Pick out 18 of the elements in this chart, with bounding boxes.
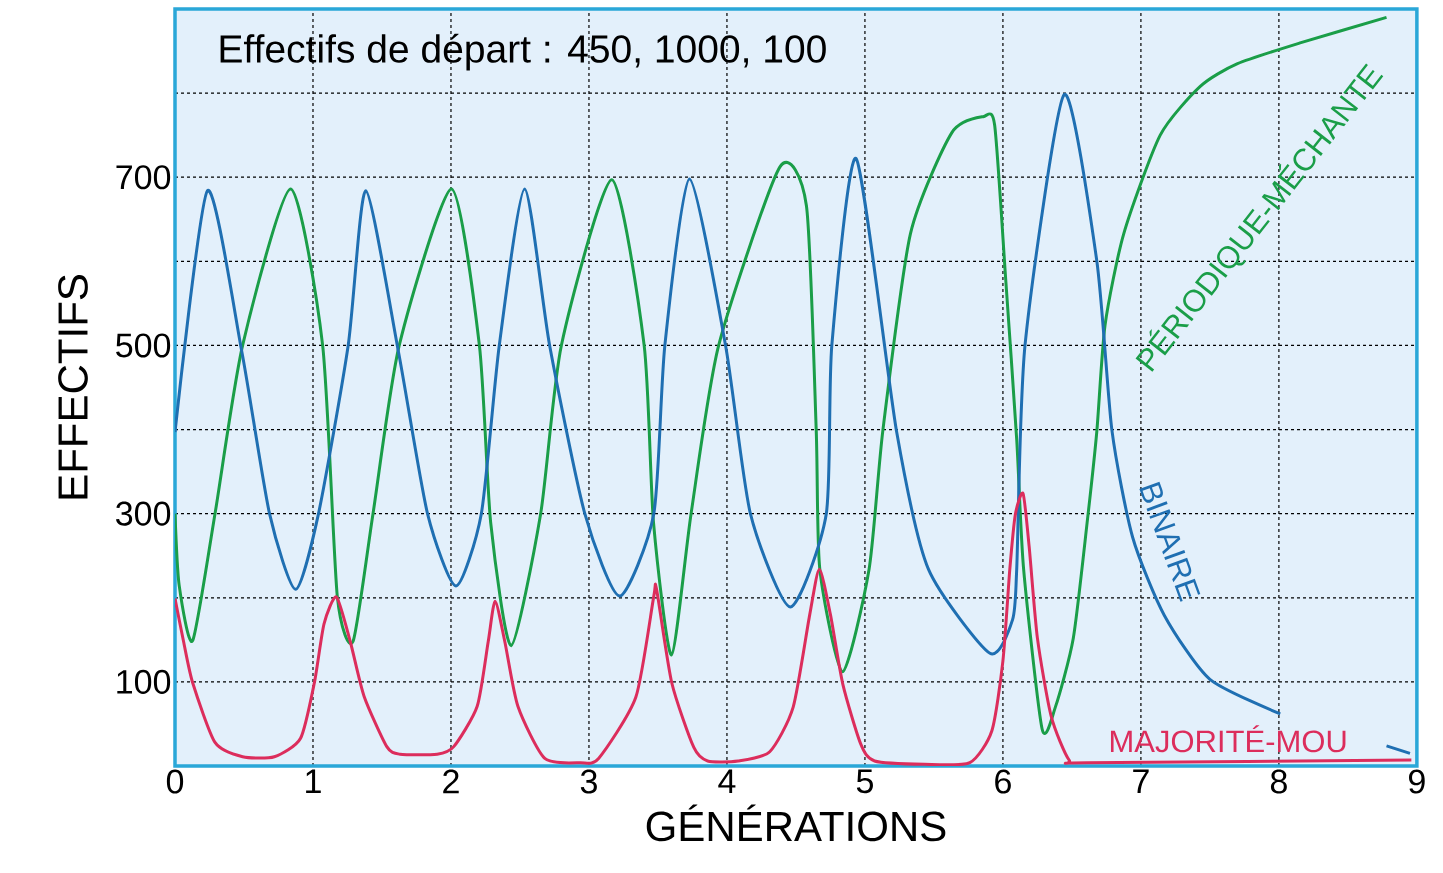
x-tick-label: 9 [1409, 769, 1425, 794]
x-tick-label: 2 [443, 769, 459, 794]
x-tick-label: 6 [995, 769, 1011, 794]
y-tick-label: 700 [116, 165, 171, 190]
y-tick-label: 100 [117, 669, 171, 694]
x-tick-label: 3 [580, 769, 597, 794]
y-tick-label: 300 [116, 501, 171, 526]
x-tick-label: 4 [718, 769, 736, 793]
x-axis-title: GÉNÉRATIONS [646, 804, 946, 842]
series-label: MAJORITÉ-MOU [1110, 725, 1346, 753]
x-tick-label: 8 [1270, 769, 1287, 794]
x-tick-label: 7 [1133, 769, 1149, 793]
x-tick-label: 1 [306, 769, 321, 793]
annotation: Effectifs de départ : 450, 1000, 100 [220, 33, 826, 71]
x-tick-label: 5 [856, 769, 873, 794]
y-axis-title: EFFECTIFS [58, 275, 88, 499]
x-tick-label: 0 [166, 769, 184, 794]
y-tick-label: 500 [116, 333, 171, 358]
